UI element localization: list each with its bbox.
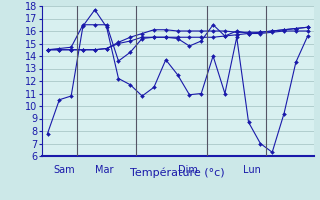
Text: Dim: Dim [178,165,197,175]
X-axis label: Température (°c): Température (°c) [130,167,225,178]
Text: Lun: Lun [243,165,260,175]
Text: Sam: Sam [53,165,75,175]
Text: Mar: Mar [95,165,113,175]
